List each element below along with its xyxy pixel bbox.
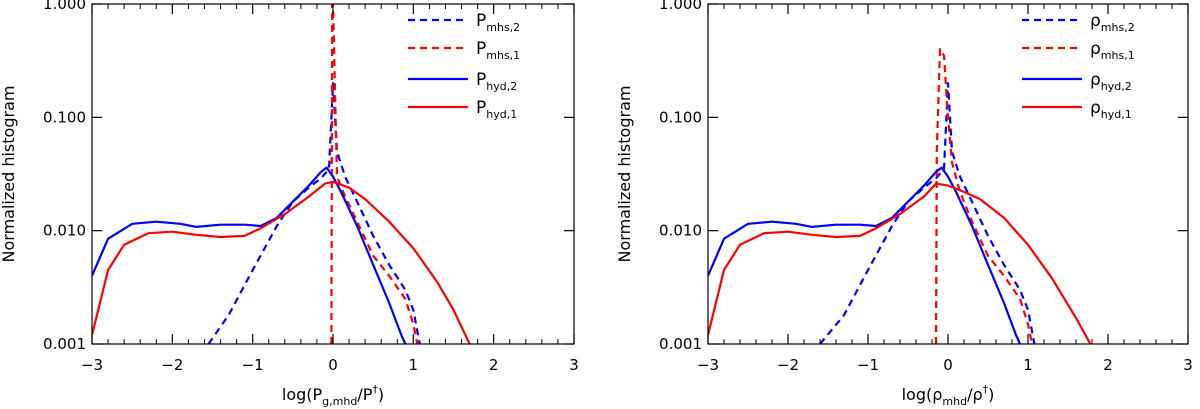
legend-label: Pmhs,1 xyxy=(476,39,520,62)
legend-label: ρhyd,1 xyxy=(1090,98,1132,121)
legend: Pmhs,2 Pmhs,1 Phyd,2 Phyd,1 xyxy=(408,11,520,121)
series-line-hyd-2 xyxy=(708,166,1022,344)
x-tick-label: −1 xyxy=(857,356,879,374)
plot-area xyxy=(92,4,471,344)
legend-label: ρmhs,1 xyxy=(1090,39,1135,62)
legend-label: Phyd,1 xyxy=(476,98,517,121)
x-tick-label: −3 xyxy=(697,356,719,374)
y-tick-label: 0.010 xyxy=(43,222,86,240)
series-line-mhs-1 xyxy=(934,48,1034,344)
legend-label: ρhyd,2 xyxy=(1090,70,1132,93)
y-tick-label: 0.001 xyxy=(659,335,702,353)
y-tick-label: 0.001 xyxy=(43,335,86,353)
plot-area xyxy=(708,48,1092,344)
x-axis-label: log(ρmhd/ρ†) xyxy=(902,383,995,408)
x-tick-label: 1 xyxy=(409,356,419,374)
series-line-mhs-1 xyxy=(330,4,419,344)
legend-label: ρmhs,2 xyxy=(1090,11,1135,34)
series-line-mhs-2 xyxy=(207,82,421,344)
right-panel-density-histogram: −3 −2 −1 0 1 2 3 0.001 0.010 0.100 1.000 Normalized… xyxy=(615,0,1193,408)
x-tick-label: −3 xyxy=(81,356,103,374)
y-axis-label: Normalized histogram xyxy=(615,86,634,263)
series-line-hyd-2 xyxy=(92,166,407,344)
x-axis-label: log(Pg,mhd/P†) xyxy=(282,383,384,408)
y-tick-label: 0.010 xyxy=(659,222,702,240)
legend-label: Pmhs,2 xyxy=(476,11,520,34)
x-tick-label: −2 xyxy=(777,356,799,374)
x-tick-label: −1 xyxy=(242,356,264,374)
series-line-mhs-2 xyxy=(819,82,1036,344)
x-tick-label: 3 xyxy=(1183,356,1193,374)
x-tick-label: 3 xyxy=(569,356,579,374)
y-tick-label: 1.000 xyxy=(43,0,86,13)
x-tick-label: 2 xyxy=(489,356,499,374)
y-tick-label: 1.000 xyxy=(659,0,702,13)
x-tick-label: 0 xyxy=(943,356,953,374)
y-axis-label: Normalized histogram xyxy=(0,86,18,263)
x-tick-label: 2 xyxy=(1103,356,1113,374)
series-line-hyd-1 xyxy=(92,180,471,344)
legend: ρmhs,2 ρmhs,1 ρhyd,2 ρhyd,1 xyxy=(1022,11,1135,121)
x-tick-label: 0 xyxy=(328,356,338,374)
y-tick-label: 0.100 xyxy=(43,108,86,126)
y-tick-label: 0.100 xyxy=(659,108,702,126)
series-line-hyd-1 xyxy=(708,182,1092,344)
x-tick-label: 1 xyxy=(1023,356,1033,374)
x-tick-label: −2 xyxy=(161,356,183,374)
left-panel-pressure-histogram: −3 −2 −1 0 1 2 3 0.001 0.010 0.100 1.000 Normalized… xyxy=(0,0,579,408)
legend-label: Phyd,2 xyxy=(476,70,517,93)
